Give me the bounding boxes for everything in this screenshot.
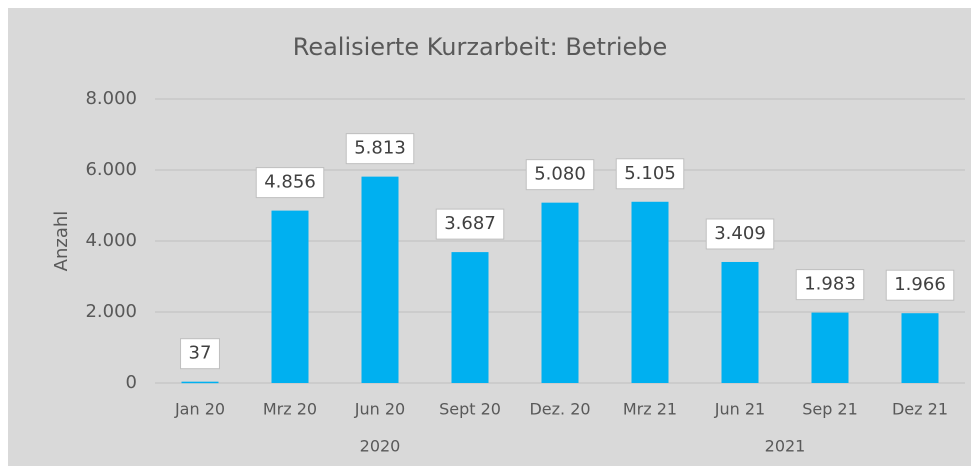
value-label: 3.687 [444,213,496,234]
y-tick-label: 6.000 [85,159,137,180]
value-label: 5.105 [624,163,676,184]
value-label-box [180,338,220,370]
value-label-box [795,269,865,301]
value-label-box [345,133,415,165]
bar [541,202,579,383]
chart-title: Realisierte Kurzarbeit: Betriebe [293,33,668,61]
value-label: 3.409 [714,223,766,244]
y-axis-label: Anzahl [51,211,72,272]
y-tick-label: 0 [126,372,137,393]
bar [721,261,759,383]
x-tick-label: Mrz 21 [623,400,677,419]
x-group-label: 2021 [765,437,806,456]
x-tick-label: Jan 20 [174,400,225,419]
bar [451,252,489,383]
y-tick-label: 4.000 [85,230,137,251]
value-label-box [705,218,775,250]
y-tick-label: 2.000 [85,301,137,322]
bar [901,313,939,383]
x-tick-label: Jun 20 [354,400,405,419]
x-tick-label: Mrz 20 [263,400,317,419]
value-label-box [615,158,685,190]
x-tick-label: Dez 21 [892,400,948,419]
y-tick-label: 8.000 [85,88,137,109]
value-label-box [885,269,955,301]
x-tick-label: Sep 21 [802,400,858,419]
value-label: 4.856 [264,172,316,193]
x-tick-label: Jun 21 [714,400,765,419]
value-label-box [255,167,325,199]
x-tick-label: Dez. 20 [529,400,590,419]
value-label-box [435,208,505,240]
bar [361,176,399,383]
x-group-label: 2020 [360,437,401,456]
value-label: 1.983 [804,274,856,295]
value-label: 1.966 [894,274,946,295]
bar [271,210,309,383]
value-label: 37 [189,343,212,364]
value-label-box [525,159,595,191]
value-label: 5.080 [534,164,586,185]
bar [181,381,219,384]
bar [631,201,669,383]
value-label: 5.813 [354,138,406,159]
bar [811,312,849,383]
x-tick-label: Sept 20 [439,400,501,419]
